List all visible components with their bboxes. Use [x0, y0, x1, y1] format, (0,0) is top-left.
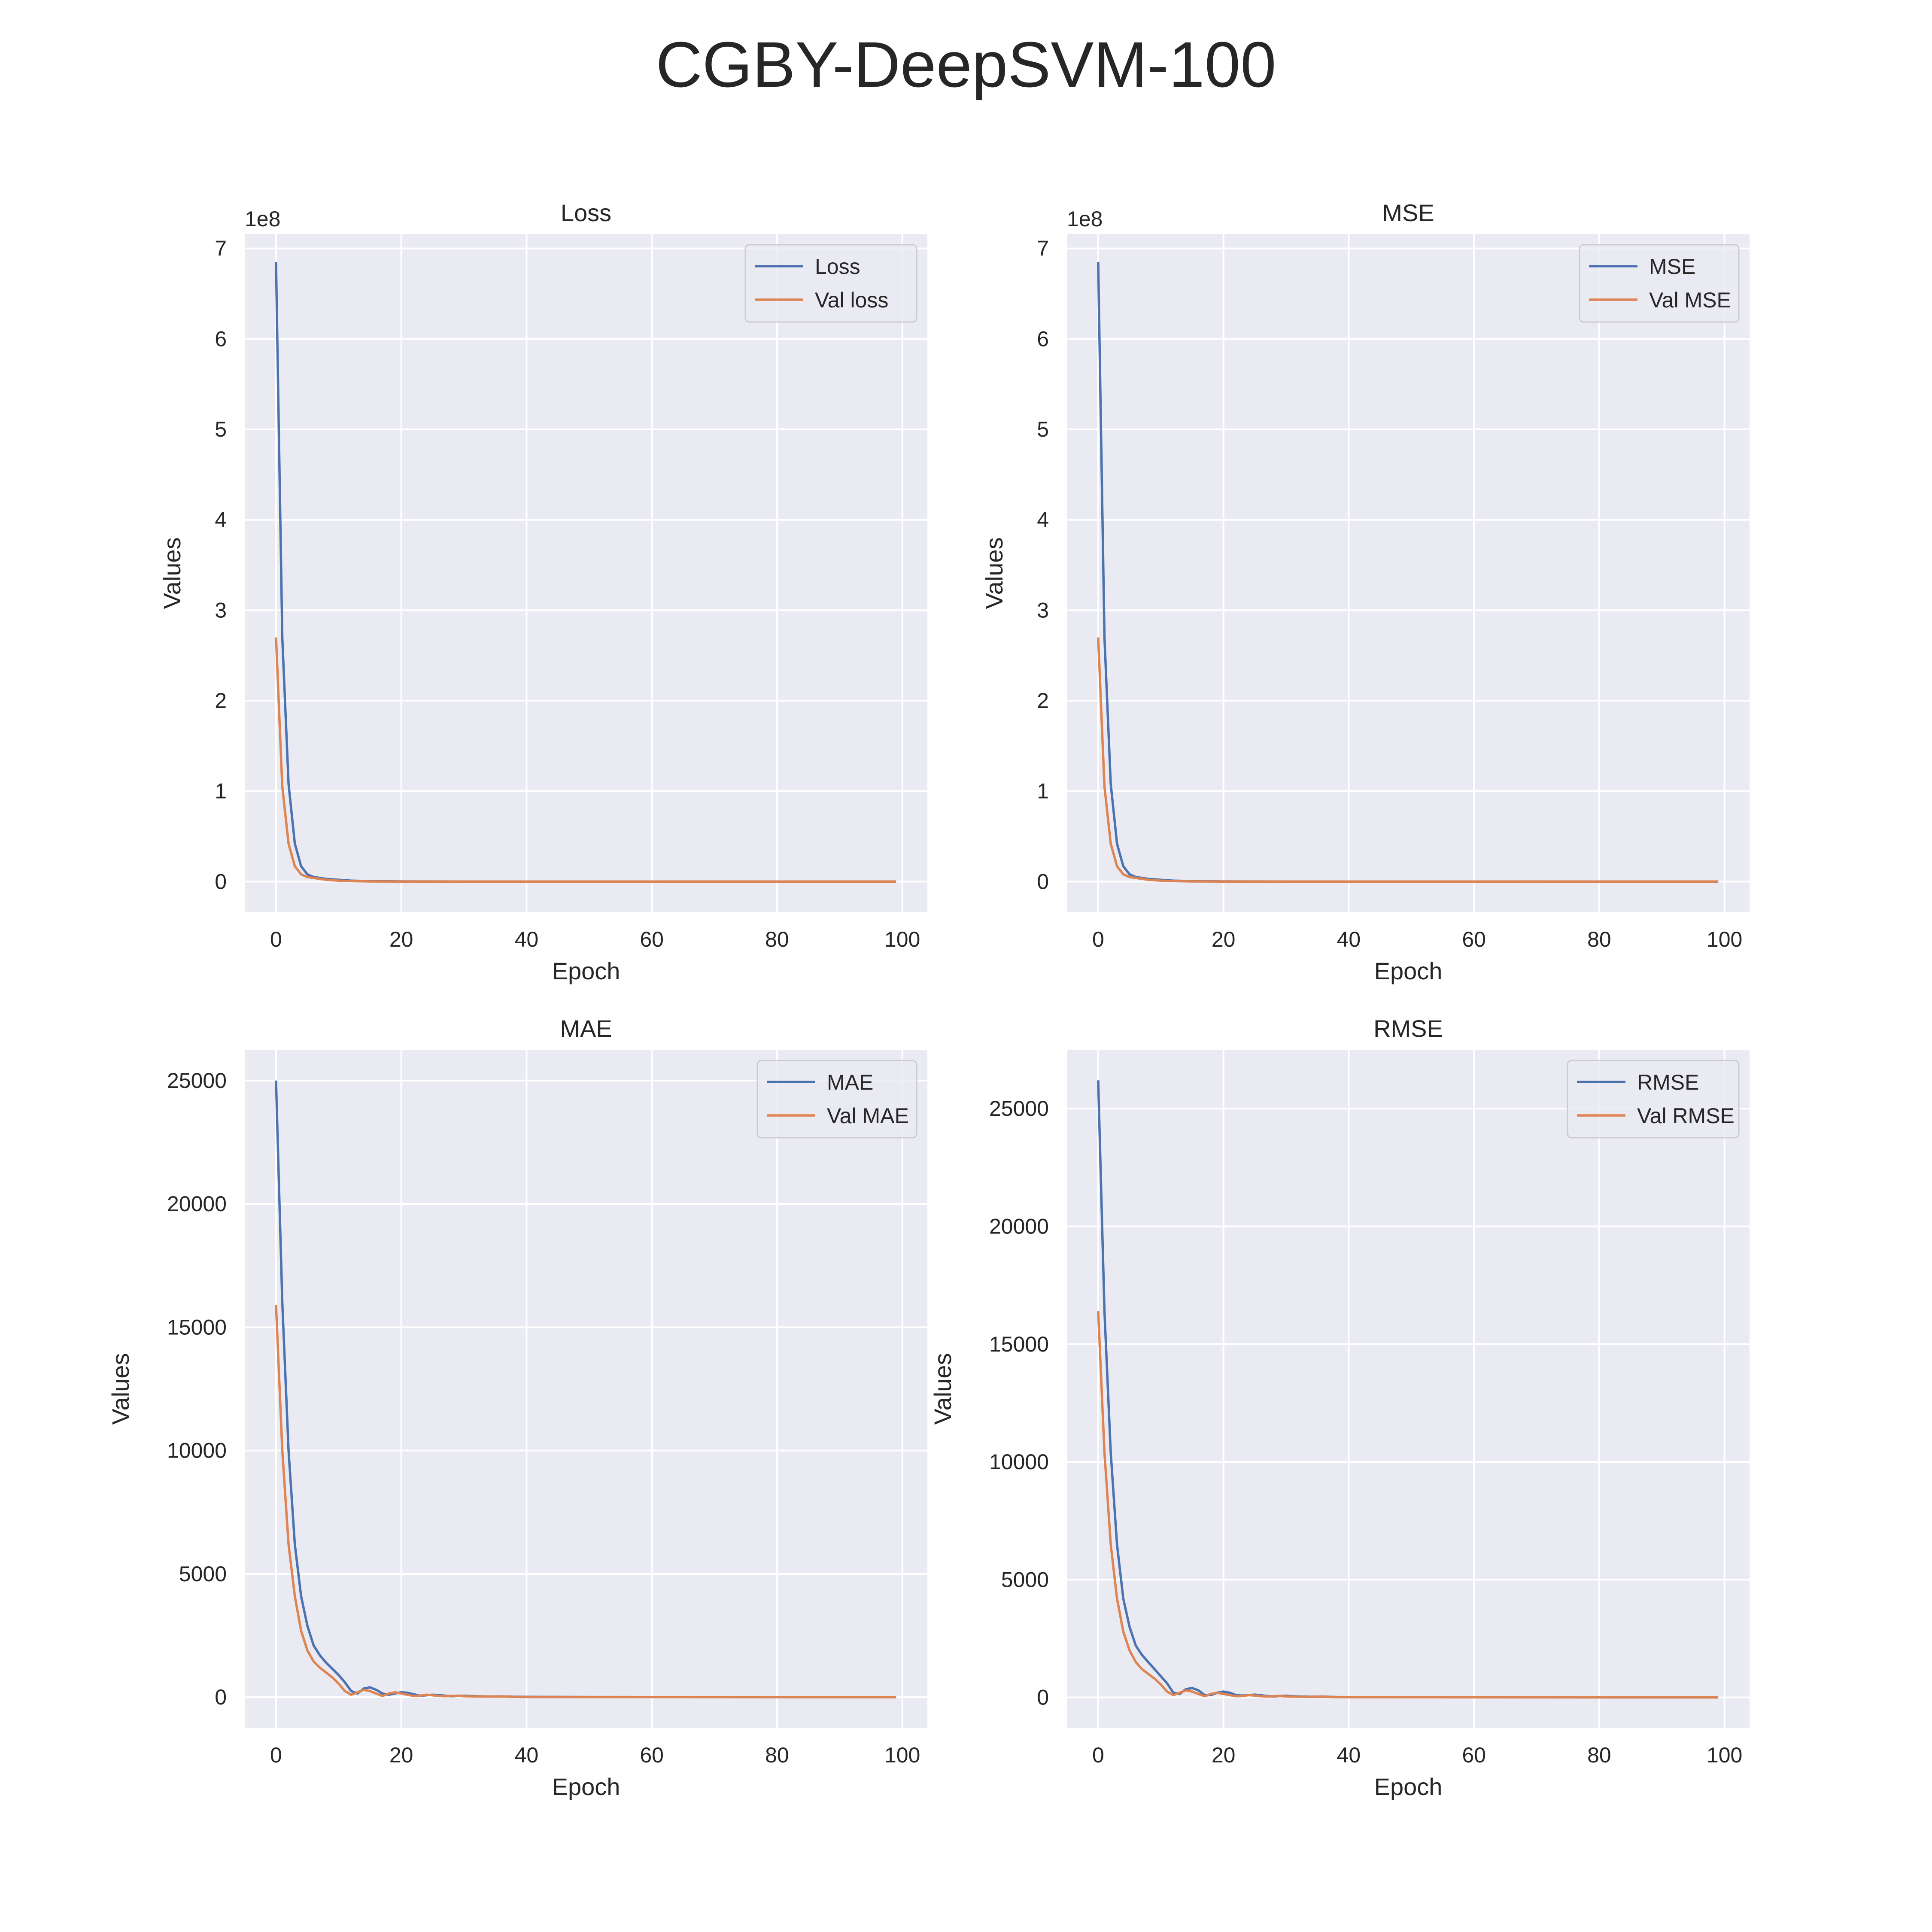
y-tick-label: 0: [215, 869, 227, 893]
y-tick-label: 5: [215, 417, 227, 441]
legend: Loss Val loss: [744, 244, 917, 323]
x-tick-label: 60: [1462, 1743, 1486, 1767]
legend: RMSE Val RMSE: [1567, 1060, 1740, 1139]
y-tick-label: 4: [1037, 508, 1049, 532]
figure-title: CGBY-DeepSVM-100: [656, 28, 1276, 100]
plot-area: [245, 234, 927, 912]
x-tick-label: 0: [270, 1743, 282, 1767]
subplot-mae: 0 20 40 60 80 100 0 5000 10000 15000 20000 25000 MAE…: [107, 1015, 927, 1800]
x-tick-label: 60: [640, 927, 664, 951]
series-line-val-rmse: [1097, 1311, 1719, 1699]
legend-label: Val MSE: [1649, 288, 1731, 312]
y-tick-label: 0: [1037, 869, 1049, 893]
plot-area: [1067, 1050, 1750, 1728]
y-tick-label: 1: [1037, 779, 1049, 803]
subplot-title: Loss: [561, 199, 611, 226]
subplot-mse: 0 20 40 60 80 100 0 1 2 3 4 5 6 7 MSE Epoch Values 1e8 MSE…: [981, 199, 1750, 984]
legend-box: [756, 1060, 917, 1139]
y-tick-label: 2: [1037, 689, 1049, 713]
legend-box: [1579, 244, 1740, 323]
x-tick-label: 20: [389, 927, 413, 951]
y-tick-label: 6: [1037, 327, 1049, 351]
legend-label: MAE: [827, 1070, 873, 1094]
subplot-title: RMSE: [1373, 1015, 1443, 1042]
y-tick-label: 3: [215, 598, 227, 622]
x-tick-label: 100: [884, 927, 920, 951]
y-tick-label: 1: [215, 779, 227, 803]
plot-area: [245, 1050, 927, 1728]
x-tick-label: 40: [1337, 927, 1361, 951]
x-tick-label: 20: [1212, 927, 1236, 951]
y-tick-label: 15000: [989, 1332, 1049, 1356]
x-tick-label: 20: [389, 1743, 413, 1767]
y-tick-label: 15000: [167, 1315, 227, 1339]
y-axis-label: Values: [158, 537, 185, 609]
x-tick-label: 60: [640, 1743, 664, 1767]
legend-label: Val RMSE: [1637, 1104, 1735, 1128]
legend-box: [744, 244, 917, 323]
x-tick-label: 80: [765, 1743, 789, 1767]
series-line-val-loss: [275, 637, 896, 883]
y-tick-label: 0: [215, 1685, 227, 1709]
y-axis-label: Values: [107, 1353, 134, 1425]
y-tick-label: 25000: [167, 1069, 227, 1093]
x-tick-label: 40: [1337, 1743, 1361, 1767]
y-tick-label: 3: [1037, 598, 1049, 622]
y-tick-label: 0: [1037, 1686, 1049, 1710]
y-tick-label: 6: [215, 327, 227, 351]
y-tick-label: 5000: [1001, 1567, 1049, 1592]
subplot-title: MAE: [560, 1015, 612, 1042]
x-tick-label: 0: [270, 927, 282, 951]
x-tick-label: 0: [1092, 1743, 1104, 1767]
x-tick-label: 80: [765, 927, 789, 951]
legend-box: [1567, 1060, 1740, 1139]
y-tick-label: 10000: [989, 1450, 1049, 1474]
x-axis-label: Epoch: [552, 1773, 620, 1800]
x-tick-label: 100: [1707, 927, 1742, 951]
legend-label: Val loss: [815, 288, 888, 312]
legend: MSE Val MSE: [1579, 244, 1740, 323]
y-offset-text: 1e8: [1067, 207, 1103, 231]
y-tick-label: 5: [1037, 417, 1049, 441]
x-axis-label: Epoch: [1374, 957, 1443, 984]
subplot-loss: 0 20 40 60 80 100 0 1 2 3 4 5 6 7 Loss Epoch Values 1e8 Lo…: [158, 199, 927, 984]
y-tick-label: 10000: [167, 1439, 227, 1463]
x-tick-label: 100: [1707, 1743, 1742, 1767]
x-axis-label: Epoch: [552, 957, 620, 984]
y-tick-label: 7: [215, 237, 227, 261]
y-tick-label: 5000: [179, 1562, 227, 1586]
plot-area: [1067, 234, 1750, 912]
series-line-val-mse: [1097, 637, 1719, 883]
x-tick-label: 20: [1212, 1743, 1236, 1767]
y-tick-label: 25000: [989, 1097, 1049, 1121]
subplot-rmse: 0 20 40 60 80 100 0 5000 10000 15000 20000 25000 RMS…: [929, 1015, 1750, 1800]
x-tick-label: 80: [1587, 1743, 1611, 1767]
y-tick-label: 7: [1037, 237, 1049, 261]
subplot-title: MSE: [1382, 199, 1434, 226]
y-axis-label: Values: [981, 537, 1008, 609]
x-tick-label: 100: [884, 1743, 920, 1767]
x-tick-label: 40: [515, 927, 539, 951]
legend-label: Val MAE: [827, 1104, 909, 1128]
y-offset-text: 1e8: [245, 207, 280, 231]
y-tick-label: 20000: [989, 1214, 1049, 1238]
y-tick-label: 4: [215, 508, 227, 532]
y-tick-label: 20000: [167, 1192, 227, 1216]
x-tick-label: 60: [1462, 927, 1486, 951]
series-line-val-mae: [275, 1305, 896, 1698]
x-tick-label: 0: [1092, 927, 1104, 951]
legend: MAE Val MAE: [756, 1060, 917, 1139]
legend-label: Loss: [815, 255, 860, 279]
x-axis-label: Epoch: [1374, 1773, 1443, 1800]
x-tick-label: 40: [515, 1743, 539, 1767]
legend-label: RMSE: [1637, 1070, 1699, 1094]
legend-label: MSE: [1649, 255, 1695, 279]
y-tick-label: 2: [215, 689, 227, 713]
y-axis-label: Values: [929, 1353, 956, 1425]
x-tick-label: 80: [1587, 927, 1611, 951]
